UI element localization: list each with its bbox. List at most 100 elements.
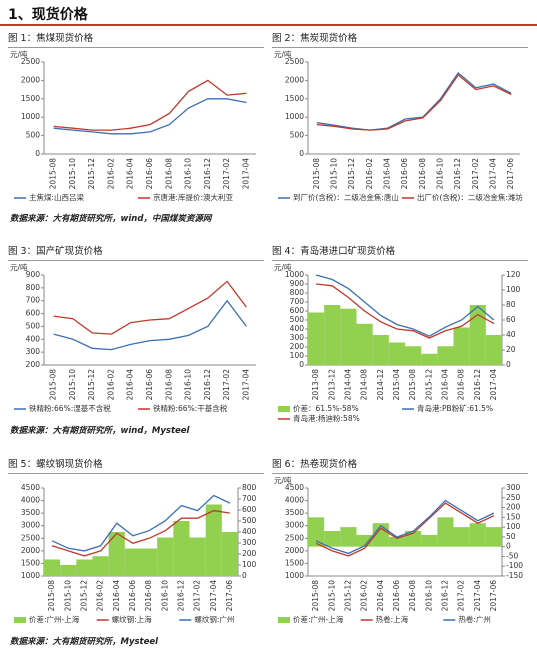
y2-tick-label: 800 xyxy=(242,483,257,492)
area-bar xyxy=(308,517,325,547)
y2-tick-label: 60 xyxy=(506,315,516,324)
x-tick-label: 2016-10 xyxy=(184,158,193,190)
x-tick-label: 2015-04 xyxy=(392,369,401,401)
x-tick-label: 2016-02 xyxy=(96,580,105,612)
y-axis-label: 元/吨 xyxy=(10,263,28,272)
y-axis-label: 元/吨 xyxy=(10,50,28,59)
series-line xyxy=(53,280,247,335)
y-tick-label: 1500 xyxy=(21,94,40,103)
y-tick-label: 300 xyxy=(290,333,305,342)
figure-caption: 图 3：国产矿现货价格 xyxy=(8,245,264,261)
y2-tick-label: 100 xyxy=(506,522,521,531)
x-tick-label: 2015-12 xyxy=(343,580,352,612)
x-tick-label: 2015-08 xyxy=(408,369,417,401)
y-tick-label: 2000 xyxy=(21,546,40,555)
x-tick-label: 2014-12 xyxy=(376,369,385,401)
x-tick-label: 2016-06 xyxy=(128,580,137,612)
area-bar xyxy=(173,521,190,576)
y-axis-label: 元/吨 xyxy=(274,263,292,272)
x-tick-label: 2013-12 xyxy=(327,369,336,401)
y-tick-label: 200 xyxy=(290,342,305,351)
y-tick-label: 400 xyxy=(26,334,41,343)
x-tick-label: 2016-10 xyxy=(160,580,169,612)
series-line xyxy=(315,499,495,555)
y2-tick-label: 500 xyxy=(242,516,257,525)
x-tick-label: 2016-06 xyxy=(392,580,401,612)
x-tick-label: 2016-08 xyxy=(164,369,173,401)
area-bar xyxy=(485,335,502,365)
x-tick-label: 2016-06 xyxy=(400,158,409,190)
x-tick-label: 2016-12 xyxy=(440,580,449,612)
y2-tick-label: 20 xyxy=(506,345,516,354)
figure-caption: 图 6：热卷现货价格 xyxy=(272,458,528,474)
x-tick-label: 2017-04 xyxy=(241,369,250,401)
area-bar xyxy=(308,312,325,365)
x-tick-label: 2014-08 xyxy=(360,369,369,401)
area-bar xyxy=(372,335,389,365)
y-tick-label: 300 xyxy=(26,347,41,356)
x-tick-label: 2016-08 xyxy=(457,369,466,401)
legend-label: 热卷:广州 xyxy=(458,614,491,624)
x-tick-label: 2015-10 xyxy=(68,158,77,190)
x-tick-label: 2016-08 xyxy=(418,158,427,190)
x-tick-label: 2016-12 xyxy=(453,158,462,190)
y2-tick-label: 100 xyxy=(242,560,257,569)
y-tick-label: 2500 xyxy=(21,533,40,542)
x-tick-label: 2015-10 xyxy=(68,369,77,401)
area-bar xyxy=(453,527,470,547)
source-note: 数据来源：大有期货研究所，wind，中国煤炭资源网 xyxy=(10,214,212,224)
x-tick-label: 2015-12 xyxy=(424,369,433,401)
heading-rule xyxy=(0,24,537,26)
x-tick-label: 2017-06 xyxy=(489,580,498,612)
y2-tick-label: 120 xyxy=(506,270,521,279)
x-tick-label: 2016-04 xyxy=(440,369,449,401)
area-bar xyxy=(324,531,341,547)
legend-label: 螺纹钢:广州 xyxy=(194,614,234,624)
area-bar xyxy=(92,556,109,576)
x-tick-label: 2015-10 xyxy=(63,580,72,612)
x-tick-label: 2016-10 xyxy=(184,369,193,401)
legend-label: 青岛港:PB粉矿:61.5% xyxy=(417,403,493,413)
series-line xyxy=(53,79,247,131)
x-tick-label: 2017-02 xyxy=(457,580,466,612)
y-axis-label: 元/吨 xyxy=(274,476,292,485)
x-tick-label: 2017-06 xyxy=(506,158,515,190)
y-tick-label: 1500 xyxy=(285,94,304,103)
x-tick-label: 2016-04 xyxy=(126,158,135,190)
area-bar xyxy=(340,308,357,365)
x-tick-label: 2016-08 xyxy=(408,580,417,612)
series-line xyxy=(316,283,495,339)
y-tick-label: 600 xyxy=(290,306,305,315)
y-tick-label: 900 xyxy=(26,270,41,279)
x-tick-label: 2016-12 xyxy=(203,369,212,401)
y2-tick-label: 80 xyxy=(506,300,516,309)
y-tick-label: 1500 xyxy=(285,558,304,567)
area-bar xyxy=(388,342,405,365)
x-tick-label: 2013-08 xyxy=(311,369,320,401)
area-bar xyxy=(141,548,158,576)
x-tick-label: 2017-04 xyxy=(473,580,482,612)
y-tick-label: 400 xyxy=(290,324,305,333)
y2-tick-label: 600 xyxy=(242,505,257,514)
area-bar xyxy=(356,323,373,365)
legend-label: 铁精粉:66%:干基含税 xyxy=(153,403,228,413)
x-tick-label: 2015-12 xyxy=(87,369,96,401)
x-tick-label: 2015-10 xyxy=(327,580,336,612)
x-tick-label: 2017-06 xyxy=(225,580,234,612)
x-tick-label: 2016-12 xyxy=(473,369,482,401)
area-bar xyxy=(437,517,454,547)
y-tick-label: 3000 xyxy=(285,521,304,530)
y2-tick-label: -150 xyxy=(506,571,523,580)
x-tick-label: 2015-08 xyxy=(312,158,321,190)
y-tick-label: 700 xyxy=(290,297,305,306)
x-tick-label: 2016-06 xyxy=(145,369,154,401)
y-tick-label: 2500 xyxy=(285,533,304,542)
area-bar xyxy=(453,327,470,365)
y-tick-label: 500 xyxy=(290,131,305,140)
x-tick-label: 2016-08 xyxy=(144,580,153,612)
y-tick-label: 2000 xyxy=(285,75,304,84)
area-bar xyxy=(437,346,454,365)
x-tick-label: 2017-02 xyxy=(193,580,202,612)
y-tick-label: 900 xyxy=(290,279,305,288)
y-tick-label: 4000 xyxy=(285,496,304,505)
